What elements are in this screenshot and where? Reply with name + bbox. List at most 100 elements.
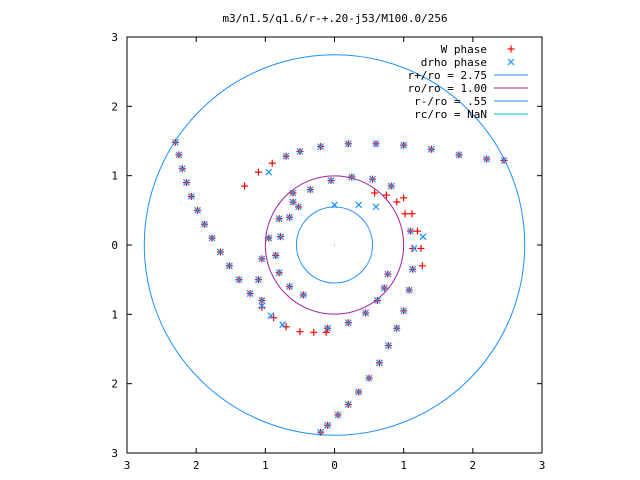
legend-marker-1 xyxy=(507,58,515,66)
drho-phase-point xyxy=(362,309,370,317)
drho-phase-point xyxy=(286,213,293,221)
drho-phase-point xyxy=(344,401,352,408)
w-phase-point xyxy=(382,191,390,199)
drho-phase-point xyxy=(324,421,332,429)
w-phase-point xyxy=(282,323,290,331)
legend-marker-0 xyxy=(507,45,515,53)
drho-phase-point xyxy=(286,283,293,291)
drho-phase-point xyxy=(334,411,342,419)
drho-phase-point xyxy=(183,179,190,187)
w-phase-point xyxy=(408,210,416,218)
drho-phase-point xyxy=(225,262,233,270)
y-tick-label: 2 xyxy=(111,378,118,391)
drho-phase-point xyxy=(409,265,417,273)
drho-phase-point xyxy=(500,156,508,164)
drho-phase-point xyxy=(178,165,186,173)
drho-phase-point xyxy=(306,186,314,193)
drho-phase-point xyxy=(483,155,491,163)
drho-phase-point xyxy=(327,177,335,184)
drho-phase-point xyxy=(187,193,195,200)
drho-phase-point xyxy=(427,145,435,153)
drho-phase-point xyxy=(258,297,266,304)
drho-phase-point xyxy=(208,234,216,242)
drho-phase-point xyxy=(348,173,356,181)
drho-phase-point xyxy=(380,284,388,292)
w-phase-point xyxy=(418,262,426,270)
drho-phase-point xyxy=(400,141,408,149)
y-tick-label: 1 xyxy=(111,170,118,183)
drho-phase-point xyxy=(376,359,383,367)
drho-phase-point xyxy=(216,248,224,256)
w-phase-point xyxy=(393,198,401,206)
drho-phase-point xyxy=(355,388,363,396)
drho-phase-point xyxy=(400,307,408,315)
drho-phase-point xyxy=(419,233,427,241)
y-tick-label: 1 xyxy=(111,308,118,321)
x-tick-label: 2 xyxy=(470,459,477,472)
drho-phase-point xyxy=(344,319,352,327)
drho-phase-point xyxy=(246,290,254,297)
x-tick-label: 0 xyxy=(331,459,338,472)
drho-phase-point xyxy=(267,312,275,320)
drho-phase-point xyxy=(405,286,413,294)
drho-phase-point xyxy=(369,175,376,183)
chart-title: m3/n1.5/q1.6/r-+.20-j53/M100.0/256 xyxy=(222,12,447,25)
w-phase-point xyxy=(268,159,276,167)
drho-phase-point xyxy=(393,324,401,332)
drho-phase-point xyxy=(372,203,380,211)
drho-phase-point xyxy=(194,206,201,214)
legend-label-0: W phase xyxy=(441,43,487,56)
x-tick-label: 1 xyxy=(262,459,269,472)
drho-phase-point xyxy=(235,276,243,284)
drho-phase-point xyxy=(265,234,273,242)
drho-phase-point xyxy=(387,182,395,190)
drho-phase-point xyxy=(373,297,381,304)
drho-phase-point xyxy=(344,140,352,148)
drho-phase-point xyxy=(171,138,179,146)
center-point xyxy=(334,244,335,246)
y-tick-label: 3 xyxy=(111,447,118,460)
drho-phase-point xyxy=(324,324,332,332)
w-phase-point xyxy=(310,328,318,336)
w-phase-point xyxy=(296,328,304,336)
w-phase-point xyxy=(417,244,425,252)
drho-phase-point xyxy=(384,270,392,278)
legend-label-3: ro/ro = 1.00 xyxy=(408,82,487,95)
w-phase-point xyxy=(400,194,408,202)
w-phase-point xyxy=(241,182,249,190)
drho-phase-point xyxy=(275,269,283,277)
radius-circle-3 xyxy=(264,175,405,315)
x-tick-label: 3 xyxy=(539,459,546,472)
drho-phase-point xyxy=(289,198,297,206)
drho-phase-point xyxy=(275,215,283,223)
drho-phase-point xyxy=(410,245,418,252)
drho-phase-point xyxy=(282,152,290,160)
drho-phase-point xyxy=(372,140,380,148)
drho-phase-point xyxy=(279,321,287,329)
drho-phase-point xyxy=(407,227,415,235)
drho-phase-point xyxy=(317,428,325,436)
drho-phase-point xyxy=(317,143,325,150)
drho-phase-point xyxy=(355,201,363,209)
w-phase-point xyxy=(409,244,417,252)
y-tick-label: 3 xyxy=(111,31,118,44)
drho-phase-point xyxy=(265,168,273,176)
w-phase-point xyxy=(401,210,409,218)
drho-phase-point xyxy=(296,147,304,155)
series-1 xyxy=(171,138,508,436)
drho-phase-point xyxy=(201,220,208,228)
drho-phase-point xyxy=(258,302,266,310)
w-phase-point xyxy=(414,227,421,235)
drho-phase-point xyxy=(299,291,307,299)
drho-phase-point xyxy=(272,251,280,259)
drho-phase-point xyxy=(254,276,262,284)
legend-label-4: r-/ro = .55 xyxy=(414,95,487,108)
drho-phase-point xyxy=(385,342,392,349)
drho-phase-point xyxy=(365,374,373,382)
legend-label-5: rc/ro = NaN xyxy=(414,108,487,121)
x-tick-label: 2 xyxy=(193,459,200,472)
drho-phase-point xyxy=(277,233,284,241)
y-tick-label: 0 xyxy=(111,239,118,252)
legend-label-2: r+/ro = 2.75 xyxy=(408,69,487,82)
